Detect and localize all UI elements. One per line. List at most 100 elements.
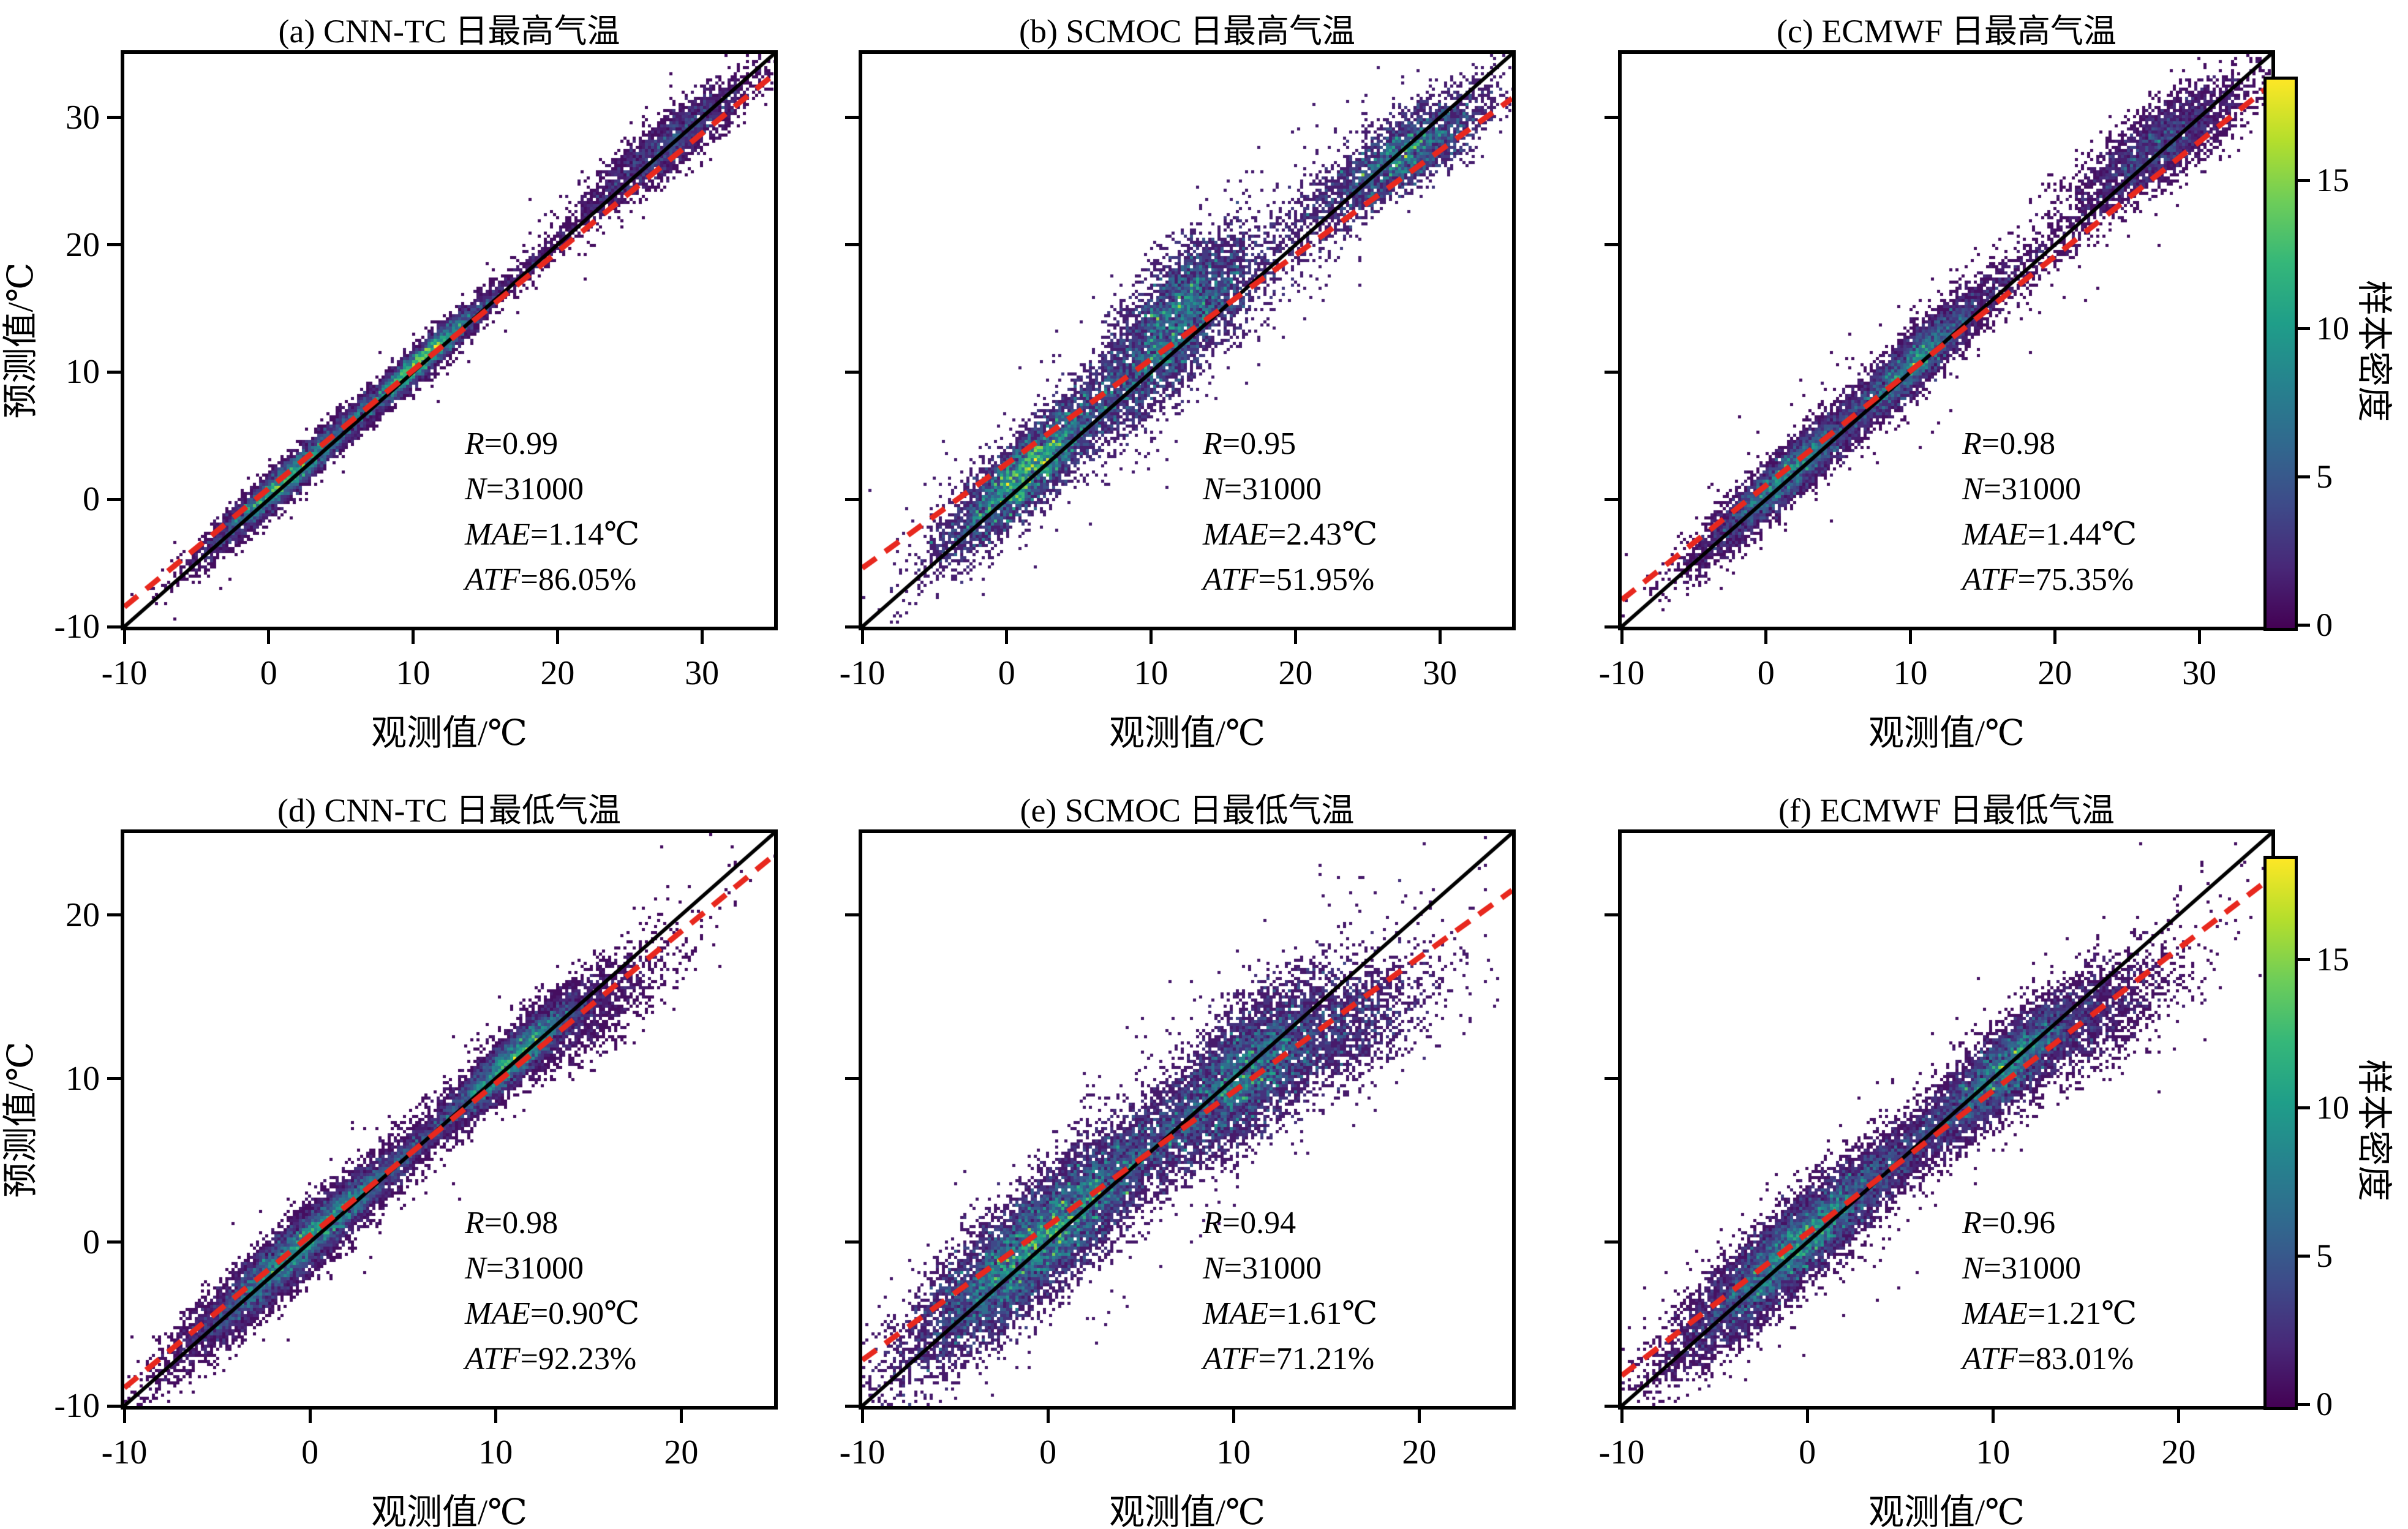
colorbar-tick	[2298, 957, 2310, 961]
stat-value: =31000	[1224, 1251, 1322, 1286]
y-tick	[845, 625, 859, 629]
y-tick-label: 10	[66, 1059, 100, 1098]
x-tick	[860, 1410, 864, 1423]
panel-a-axes	[121, 50, 778, 630]
stat-value: =0.90℃	[530, 1296, 640, 1331]
stat-value: =0.96	[1981, 1206, 2056, 1240]
x-tick-label: 20	[540, 654, 575, 692]
y-tick-label: 0	[83, 480, 100, 519]
y-tick	[1605, 370, 1618, 374]
x-tick	[860, 630, 864, 644]
stats-block-b: R=0.95 N=31000 MAE=2.43℃ ATF=51.95%	[1203, 421, 1377, 603]
stat-label: MAE	[1203, 1296, 1268, 1331]
colorbar-tick	[2298, 327, 2310, 330]
x-tick	[1005, 630, 1009, 644]
y-tick	[107, 625, 121, 629]
x-tick	[2177, 1410, 2180, 1423]
y-tick	[107, 497, 121, 501]
colorbar-tick-label: 15	[2316, 162, 2349, 199]
stat-label: ATF	[465, 1342, 521, 1376]
x-tick-label: -10	[839, 1433, 886, 1471]
x-tick-label: -10	[839, 654, 886, 692]
density-scatter-canvas-e	[862, 833, 1512, 1406]
stat-label: N	[1962, 1251, 1984, 1286]
panel-e-axes	[859, 829, 1516, 1410]
y-tick	[107, 913, 121, 917]
x-tick-label: 0	[301, 1433, 319, 1471]
colorbar-axis-label: 样本密度	[2354, 1059, 2394, 1201]
stat-value: =0.98	[1981, 426, 2056, 461]
y-axis-label-a: 预测值/℃	[1, 262, 40, 418]
x-tick	[1149, 630, 1153, 644]
x-tick	[1909, 630, 1913, 644]
stat-line-atf: ATF=51.95%	[1203, 557, 1377, 603]
colorbar-tick	[2298, 623, 2310, 627]
x-tick-label: 10	[1134, 654, 1168, 692]
x-tick	[1620, 1410, 1624, 1423]
x-tick	[1417, 1410, 1421, 1423]
colorbar-tick-label: 10	[2316, 1089, 2349, 1127]
x-axis-label-a: 观测值/℃	[371, 713, 527, 753]
stat-value: =2.43℃	[1268, 517, 1378, 552]
colorbar-tick	[2298, 1106, 2310, 1109]
density-scatter-canvas-c	[1622, 54, 2271, 627]
stat-label: R	[1962, 426, 1982, 461]
stat-value: =1.61℃	[1268, 1296, 1378, 1331]
stat-value: =0.95	[1222, 426, 1296, 461]
y-tick-label: 20	[66, 225, 100, 264]
stat-value: =31000	[1224, 472, 1322, 507]
stat-line-mae: MAE=1.21℃	[1962, 1291, 2137, 1337]
y-tick	[845, 497, 859, 501]
x-tick	[1805, 1410, 1809, 1423]
density-scatter-canvas-d	[124, 833, 774, 1406]
stat-value: =71.21%	[1258, 1342, 1375, 1376]
x-tick-label: 10	[1893, 654, 1928, 692]
x-tick	[122, 630, 126, 644]
stat-line-mae: MAE=1.14℃	[465, 512, 639, 557]
stat-value: =1.44℃	[2027, 517, 2137, 552]
x-tick-label: 30	[685, 654, 720, 692]
stat-line-r: R=0.95	[1203, 421, 1377, 467]
panel-d-axes	[121, 829, 778, 1410]
stat-value: =31000	[1983, 472, 2082, 507]
stats-block-a: R=0.99 N=31000 MAE=1.14℃ ATF=86.05%	[465, 421, 639, 603]
stat-line-atf: ATF=86.05%	[465, 557, 639, 603]
y-tick	[107, 243, 121, 247]
colorbar-tick-label: 5	[2316, 458, 2333, 496]
y-tick	[845, 1240, 859, 1244]
y-tick-label: 20	[66, 896, 100, 934]
x-tick	[1620, 630, 1624, 644]
stat-label: R	[1203, 1206, 1222, 1240]
stat-line-n: N=31000	[1203, 467, 1377, 512]
x-tick	[1438, 630, 1442, 644]
stat-value: =75.35%	[2017, 562, 2134, 597]
y-tick	[107, 1404, 121, 1408]
stat-value: =0.99	[484, 426, 559, 461]
colorbar-tick	[2298, 178, 2310, 182]
y-tick-label: -10	[54, 608, 100, 646]
y-tick	[845, 370, 859, 374]
stat-label: ATF	[1203, 562, 1259, 597]
panel-title-f: (f) ECMWF 日最低气温	[1778, 792, 2115, 829]
colorbar-tick-label: 0	[2316, 606, 2333, 643]
y-tick	[845, 116, 859, 119]
stats-block-e: R=0.94 N=31000 MAE=1.61℃ ATF=71.21%	[1203, 1201, 1377, 1382]
colorbar-tick-label: 5	[2316, 1237, 2333, 1275]
stats-block-c: R=0.98 N=31000 MAE=1.44℃ ATF=75.35%	[1962, 421, 2137, 603]
x-tick	[1991, 1410, 1995, 1423]
y-tick	[107, 116, 121, 119]
panel-c-axes	[1618, 50, 2275, 630]
x-tick	[2197, 630, 2201, 644]
colorbar-tick-label: 15	[2316, 941, 2349, 978]
x-tick-label: 20	[2037, 654, 2072, 692]
colorbar-axis-label: 样本密度	[2354, 279, 2394, 422]
x-tick	[122, 1410, 126, 1423]
stat-label: N	[1203, 472, 1224, 507]
x-tick	[1046, 1410, 1050, 1423]
stat-line-atf: ATF=75.35%	[1962, 557, 2137, 603]
x-axis-label-f: 观测值/℃	[1868, 1492, 2025, 1529]
stat-line-n: N=31000	[465, 1246, 639, 1291]
stat-label: R	[1962, 1206, 1982, 1240]
x-tick-label: 0	[1039, 1433, 1057, 1471]
